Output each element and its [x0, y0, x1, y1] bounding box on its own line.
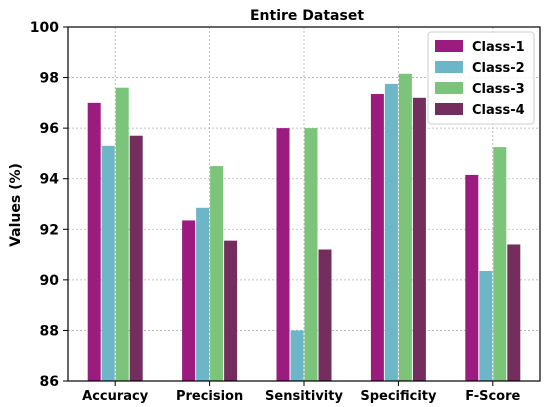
chart-title: Entire Dataset — [250, 8, 364, 24]
y-tick-label: 98 — [40, 71, 59, 87]
x-axis-ticks: Accuracy Precision Sensitivity Specificity F… — [82, 381, 521, 404]
legend-swatch-class-3 — [435, 82, 463, 94]
y-tick-label: 90 — [40, 273, 60, 289]
bar-class-3-precision — [210, 166, 224, 381]
bar-class-4-accuracy — [129, 135, 143, 381]
x-tick-label: Accuracy — [82, 389, 149, 404]
y-axis-ticks: 86 88 90 92 94 96 98 100 — [30, 20, 68, 390]
bar-class-1-precision — [182, 220, 196, 381]
y-tick-label: 94 — [40, 172, 60, 188]
legend-box — [427, 31, 535, 125]
bar-class-1-specificity — [370, 94, 384, 381]
bar-class-2-sensitivity — [290, 330, 304, 381]
legend-swatch-class-1 — [435, 40, 463, 52]
bar-class-1-f-score — [465, 174, 479, 381]
bar-class-1-accuracy — [87, 102, 101, 381]
x-tick-label: F-Score — [465, 389, 520, 404]
x-tick-label: Precision — [176, 389, 243, 404]
bar-class-2-f-score — [479, 271, 493, 381]
legend: Class-1 Class-2 Class-3 Class-4 — [427, 31, 535, 125]
bar-class-1-sensitivity — [276, 128, 290, 381]
bar-class-4-sensitivity — [318, 249, 332, 381]
y-tick-label: 92 — [40, 222, 59, 238]
y-tick-label: 96 — [40, 121, 59, 137]
legend-label-class-2: Class-2 — [472, 61, 525, 76]
legend-swatch-class-2 — [435, 61, 463, 73]
legend-swatch-class-4 — [435, 103, 463, 115]
legend-label-class-1: Class-1 — [472, 40, 525, 55]
bar-class-3-accuracy — [115, 87, 129, 381]
y-tick-label: 88 — [40, 323, 59, 339]
bars — [87, 73, 521, 382]
y-tick-label: 86 — [40, 374, 59, 390]
x-tick-label: Sensitivity — [265, 389, 343, 404]
bar-class-2-accuracy — [101, 145, 115, 381]
bar-class-3-sensitivity — [304, 128, 318, 381]
bar-class-3-specificity — [398, 73, 412, 382]
y-tick-label: 100 — [30, 20, 59, 36]
legend-label-class-3: Class-3 — [472, 82, 525, 97]
x-tick-label: Specificity — [360, 389, 437, 404]
bar-class-4-precision — [224, 240, 238, 381]
bar-class-4-f-score — [507, 244, 521, 381]
bar-class-2-specificity — [384, 83, 398, 382]
bar-class-3-f-score — [493, 147, 507, 381]
legend-label-class-4: Class-4 — [472, 103, 525, 118]
bar-class-4-specificity — [412, 97, 426, 382]
y-axis-label: Values (%) — [8, 163, 24, 247]
bar-class-2-precision — [196, 207, 210, 381]
